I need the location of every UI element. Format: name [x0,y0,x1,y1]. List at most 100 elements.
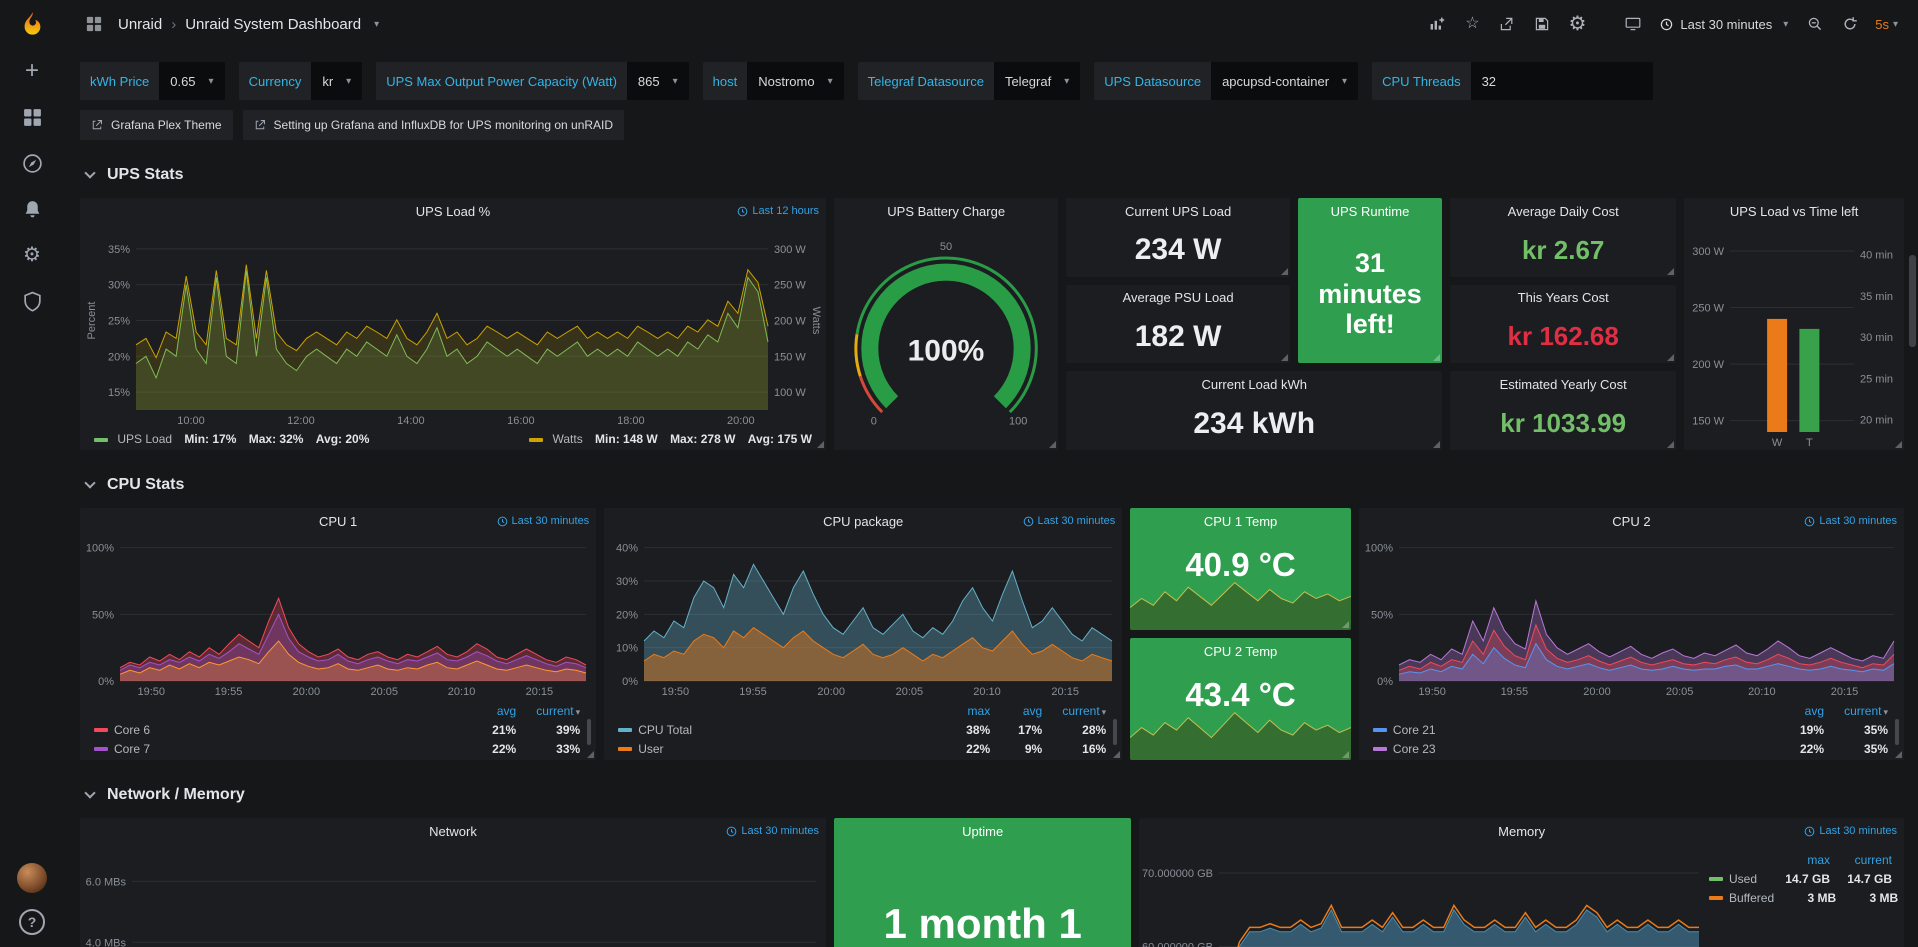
series-name[interactable]: Buffered [1709,891,1774,905]
panel-title[interactable]: Average PSU Load [1122,290,1234,306]
row-header-network-memory[interactable]: Network / Memory [80,782,1904,808]
cpu2-chart[interactable]: 100% 50% 0% 19:50 19:55 20:00 20:05 20:10 20:15 [1359,534,1904,699]
panel-title[interactable]: UPS Load vs Time left [1729,203,1859,219]
legend-sort-max[interactable]: max [967,703,991,718]
panel-title[interactable]: This Years Cost [1517,290,1609,306]
share-icon[interactable] [1493,9,1521,39]
save-icon[interactable] [1528,9,1556,39]
svg-text:W: W [1772,437,1783,449]
breadcrumb-separator: › [171,15,177,33]
dashboard-switch-caret-icon[interactable]: ▾ [374,18,380,30]
series-name[interactable]: Core 21 [1372,723,1766,737]
variable-value-dropdown[interactable]: apcupsd-container ▾ [1211,62,1359,100]
caret-down-icon: ▾ [1101,706,1107,717]
series-name[interactable]: Watts [552,432,583,446]
settings-gear-icon[interactable]: ⚙ [1568,13,1587,35]
row-header-cpu-stats[interactable]: CPU Stats [80,472,1904,498]
panel-title[interactable]: Current Load kWh [1201,376,1307,392]
link-ups-monitoring-guide[interactable]: Setting up Grafana and InfluxDB for UPS … [242,110,625,140]
caret-down-icon: ▾ [672,75,678,87]
series-name[interactable]: CPU Total [618,723,938,737]
panel-title[interactable]: Network [429,823,477,839]
series-name[interactable]: Core 7 [94,742,458,756]
refresh-interval-picker[interactable]: 5s ▾ [1871,17,1902,32]
svg-text:19:55: 19:55 [739,686,767,698]
breadcrumb-folder[interactable]: Unraid [118,15,163,33]
create-plus-icon[interactable]: + [24,57,39,84]
cpu-package-chart[interactable]: 40% 30% 20% 10% 0% 19:50 19:55 20:00 20:05 20:10 2… [604,534,1122,699]
legend-sort-avg[interactable]: avg [1022,703,1043,718]
panel-title[interactable]: UPS Battery Charge [887,203,1006,219]
legend-row: Buffered 3 MB 3 MB [1709,888,1898,907]
legend-sort-max[interactable]: max [1807,852,1830,867]
configuration-gear-icon[interactable]: ⚙ [23,244,41,266]
panel-title[interactable]: CPU 2 [1612,513,1651,529]
panel-title[interactable]: CPU package [823,513,904,529]
panel-title[interactable]: Estimated Yearly Cost [1499,376,1627,392]
dashboard-grid-icon[interactable] [80,9,108,39]
stat-value: kr 2.67 [1521,234,1605,265]
dashboard-title[interactable]: Unraid System Dashboard [185,15,362,33]
ups-vs-time-bars-chart[interactable]: 300 W 250 W 200 W 150 W 40 min 35 min 30 min 25… [1684,224,1904,450]
cpu-threads-input[interactable] [1470,62,1653,100]
panel-title[interactable]: Memory [1498,823,1546,839]
dashboard-links: Grafana Plex Theme Setting up Grafana an… [80,110,1904,140]
server-admin-shield-icon[interactable] [11,278,53,324]
memory-chart[interactable]: 70.000000 GB60.000000 GB50.000000 GB [1139,844,1709,947]
panel-title[interactable]: Uptime [962,823,1004,839]
legend-sort-avg[interactable]: avg [496,703,517,718]
series-name[interactable]: User [618,742,938,756]
legend-sort-current[interactable]: current [1854,852,1892,867]
svg-text:20:15: 20:15 [1831,686,1859,698]
user-avatar[interactable] [17,863,47,893]
time-range-picker[interactable]: Last 30 minutes ▾ [1654,17,1794,32]
series-name[interactable]: Used [1709,872,1768,886]
panel-title[interactable]: UPS Load % [415,203,491,219]
clock-icon [497,516,507,526]
variable-value-dropdown[interactable]: Telegraf ▾ [993,62,1081,100]
legend-sort-current[interactable]: current ▾ [536,703,581,718]
series-name[interactable]: Core 23 [1372,742,1766,756]
ups-battery-gauge[interactable]: 0 50 100 100% [834,224,1058,450]
legend-sort-current[interactable]: current ▾ [1062,703,1107,718]
panel-title[interactable]: Current UPS Load [1125,203,1232,219]
grafana-logo-icon[interactable] [19,0,46,48]
series-marker [618,727,633,732]
zoom-out-icon[interactable] [1801,9,1829,39]
series-name[interactable]: UPS Load [117,432,173,446]
panel-title[interactable]: Average Daily Cost [1507,203,1619,219]
tv-kiosk-icon[interactable] [1619,9,1647,39]
svg-text:20:10: 20:10 [1748,686,1776,698]
legend-sort-current[interactable]: current ▾ [1844,703,1888,718]
variable-cpu-threads: CPU Threads [1372,62,1653,100]
cpu1-chart[interactable]: 100% 50% 0% 19:50 19:55 20:00 20:05 20:10 20:15 [80,534,596,699]
ups-load-chart[interactable]: 35% 30% 25% 20% 15% 300 W 250 W 200 W 150 W 100 W… [80,224,826,428]
help-icon[interactable]: ? [19,909,45,935]
dashboards-icon[interactable] [11,94,53,140]
series-name[interactable]: Core 6 [94,723,458,737]
link-grafana-plex-theme[interactable]: Grafana Plex Theme [80,110,233,140]
variable-value-dropdown[interactable]: kr ▾ [311,62,363,100]
legend-scrollbar[interactable] [1895,719,1899,745]
add-panel-icon[interactable] [1423,9,1451,39]
variable-value-dropdown[interactable]: Nostromo ▾ [747,62,844,100]
panel-title[interactable]: CPU 2 Temp [1203,643,1278,659]
panel-title[interactable]: UPS Runtime [1330,203,1410,219]
star-icon[interactable]: ☆ [1465,15,1480,32]
variable-value-dropdown[interactable]: 0.65 ▾ [159,62,225,100]
panel-title[interactable]: CPU 1 [318,513,358,529]
legend-scrollbar[interactable] [1113,719,1118,745]
panel-average-psu-load: Average PSU Load 182 W [1066,284,1290,364]
refresh-icon[interactable] [1836,9,1864,39]
variable-value-dropdown[interactable]: 865 ▾ [626,62,689,100]
explore-compass-icon[interactable] [11,140,53,186]
page-scrollbar[interactable] [1909,255,1916,347]
panel-title[interactable]: CPU 1 Temp [1203,513,1278,529]
legend-sort-avg[interactable]: avg [1804,703,1824,718]
alerting-bell-icon[interactable] [11,186,53,232]
svg-text:19:55: 19:55 [215,686,243,698]
legend-scrollbar[interactable] [587,719,592,745]
svg-text:25%: 25% [108,316,130,328]
row-header-ups-stats[interactable]: UPS Stats [80,162,1904,188]
